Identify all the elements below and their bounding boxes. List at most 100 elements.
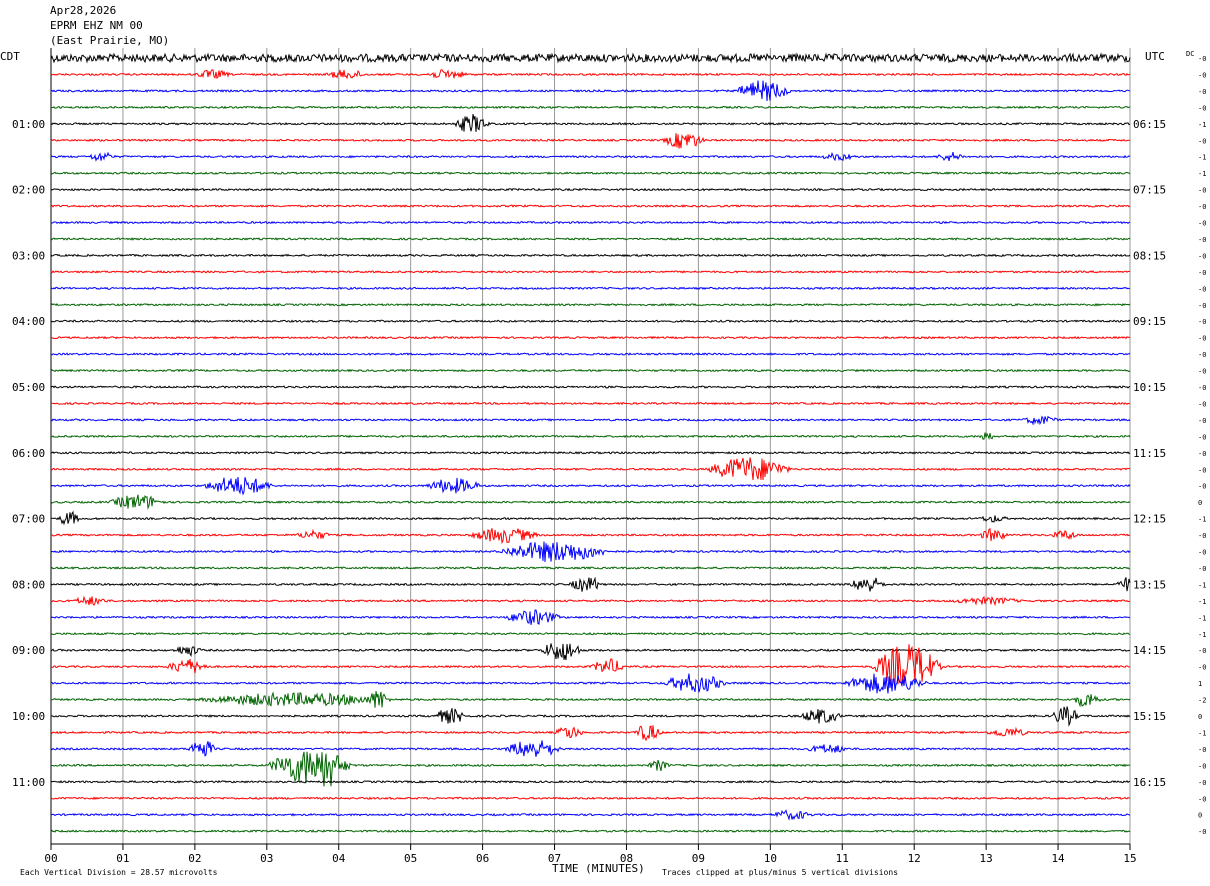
left-hour-label: 02:00 <box>12 184 45 197</box>
dc-offset-label: -0 <box>1198 450 1206 458</box>
grid <box>50 48 1131 850</box>
trace-line <box>50 631 1131 636</box>
trace-line <box>50 80 1131 102</box>
dc-offset-label: -0 <box>1198 795 1206 803</box>
trace-line <box>50 450 1131 455</box>
x-tick-label: 06 <box>476 852 489 865</box>
trace-line <box>50 494 1131 510</box>
x-tick-label: 02 <box>188 852 201 865</box>
trace-line <box>50 779 1131 784</box>
dc-offset-label: -0 <box>1198 466 1206 474</box>
right-hour-label: 12:15 <box>1133 513 1166 526</box>
left-timezone-label: CDT <box>0 50 20 63</box>
dc-offset-label: -0 <box>1198 368 1206 376</box>
dc-offset-label: -0 <box>1198 828 1206 836</box>
trace-line <box>50 69 1131 80</box>
dc-offset-label: -0 <box>1198 55 1206 63</box>
dc-offset-label: 1 <box>1198 680 1202 688</box>
x-axis-title: TIME (MINUTES) <box>552 862 645 875</box>
scale-note: Each Vertical Division = 28.57 microvolt… <box>20 868 218 877</box>
right-hour-label: 14:15 <box>1133 644 1166 657</box>
dc-offset-label: -1 <box>1198 121 1206 129</box>
dc-offset-label: -1 <box>1198 170 1206 178</box>
trace-line <box>51 510 1131 526</box>
x-tick-label: 07 <box>548 852 561 865</box>
dc-offset-label: 0 <box>1198 713 1202 721</box>
traces <box>50 52 1131 833</box>
x-tick-label: 01 <box>116 852 129 865</box>
dc-offset-label: -0 <box>1198 302 1206 310</box>
left-hour-label: 11:00 <box>12 776 45 789</box>
trace-line <box>50 114 1131 132</box>
trace-line <box>51 432 1131 441</box>
dc-offset-label: -0 <box>1198 220 1206 228</box>
trace-line <box>50 829 1131 833</box>
dc-offset-label: -0 <box>1198 565 1206 573</box>
left-hour-label: 08:00 <box>12 578 45 591</box>
trace-line <box>50 691 1131 708</box>
dc-offset-label: -0 <box>1198 400 1206 408</box>
trace-line <box>50 335 1131 340</box>
trace-line <box>50 286 1131 291</box>
dc-offset-label: -0 <box>1198 483 1206 491</box>
trace-line <box>50 706 1131 727</box>
trace-line <box>50 253 1131 258</box>
x-tick-label: 04 <box>332 852 346 865</box>
trace-line <box>50 270 1131 274</box>
trace-line <box>50 237 1131 241</box>
dc-offset-label: -1 <box>1198 614 1206 622</box>
right-hour-label: 16:15 <box>1133 776 1166 789</box>
trace-line <box>50 319 1131 323</box>
dc-offset-label: -0 <box>1198 203 1206 211</box>
left-hour-label: 09:00 <box>12 644 45 657</box>
dc-offset-label: -0 <box>1198 647 1206 655</box>
dc-offset-label: -0 <box>1198 318 1206 326</box>
clip-note: Traces clipped at plus/minus 5 vertical … <box>662 868 899 877</box>
x-tick-label: 03 <box>260 852 273 865</box>
x-tick-label: 13 <box>980 852 993 865</box>
right-hour-label: 15:15 <box>1133 710 1166 723</box>
station-label: EPRM EHZ NM 00 <box>50 19 143 32</box>
trace-line <box>50 457 1131 481</box>
x-tick-label: 09 <box>692 852 705 865</box>
trace-line <box>50 133 1131 149</box>
dc-offset-label: -1 <box>1198 516 1206 524</box>
left-hour-label: 07:00 <box>12 513 45 526</box>
right-hour-label: 07:15 <box>1133 184 1166 197</box>
trace-line <box>50 204 1131 208</box>
dc-offset-label: -0 <box>1198 71 1206 79</box>
trace-line <box>50 796 1131 801</box>
trace-line <box>50 809 1131 821</box>
trace-line <box>50 609 1131 625</box>
x-tick-label: 14 <box>1051 852 1065 865</box>
x-tick-label: 15 <box>1123 852 1136 865</box>
date-label: Apr28,2026 <box>50 4 117 17</box>
trace-line <box>50 643 1131 661</box>
dc-offset-label: -0 <box>1198 549 1206 557</box>
dc-offset-label: -0 <box>1198 762 1206 770</box>
right-hour-label: 06:15 <box>1133 118 1166 131</box>
right-timezone-label: UTC <box>1145 50 1165 63</box>
x-tick-label: 11 <box>836 852 849 865</box>
x-tick-label: 05 <box>404 852 417 865</box>
trace-line <box>50 673 1131 694</box>
location-label: (East Prairie, MO) <box>50 34 170 47</box>
dc-offset-label: -0 <box>1198 746 1206 754</box>
dc-offset-label: -0 <box>1198 433 1206 441</box>
trace-line <box>50 368 1131 373</box>
dc-offset-label: -0 <box>1198 351 1206 359</box>
dc-offset-label: -0 <box>1198 285 1206 293</box>
dc-offset-label: -0 <box>1198 88 1206 96</box>
left-hour-label: 01:00 <box>12 118 45 131</box>
trace-line <box>50 725 1131 742</box>
dc-offset-label: -0 <box>1198 137 1206 145</box>
dc-offset-label: -0 <box>1198 252 1206 260</box>
x-tick-label: 00 <box>44 852 57 865</box>
trace-line <box>50 385 1131 389</box>
right-hour-label: 08:15 <box>1133 249 1166 262</box>
trace-line <box>50 751 1131 787</box>
left-hour-label: 06:00 <box>12 447 45 460</box>
trace-line <box>50 302 1131 307</box>
